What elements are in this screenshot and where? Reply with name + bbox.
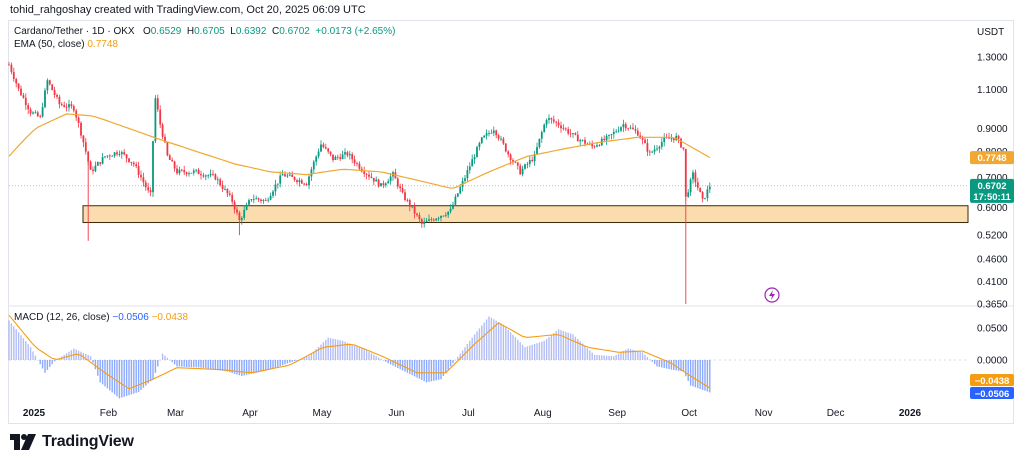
symbol-name[interactable]: Cardano/Tether · 1D · OKX: [14, 26, 135, 37]
ohlc-low-label: L: [230, 26, 236, 37]
macd-value: −0.0506: [112, 312, 149, 323]
ema-value: 0.7748: [87, 39, 118, 50]
tradingview-logo-icon: [10, 434, 36, 450]
ohlc-close-value: 0.6702: [279, 26, 310, 37]
ohlc-high-value: 0.6705: [194, 26, 225, 37]
ohlc-open-value: 0.6529: [150, 26, 182, 37]
ohlc-low-value: 0.6392: [235, 26, 267, 37]
footer: TradingView: [10, 433, 134, 451]
ohlc-close-label: C: [272, 26, 280, 37]
ema-label: EMA (50, close): [14, 39, 85, 50]
macd-legend[interactable]: MACD (12, 26, close) −0.0506 −0.0438: [14, 312, 188, 323]
macd-label: MACD (12, 26, close): [14, 312, 110, 323]
ohlc-change: +0.0173 (+2.65%): [315, 26, 396, 37]
chart-frame: [8, 20, 1014, 424]
ohlc-high-label: H: [186, 26, 195, 37]
brand-name: TradingView: [42, 433, 134, 450]
price-unit-label[interactable]: USDT: [977, 27, 1005, 38]
ema-legend[interactable]: EMA (50, close) 0.7748: [14, 39, 118, 50]
ohlc-open-label: O: [142, 26, 151, 37]
symbol-legend: Cardano/Tether · 1D · OKX O0.6529 H0.670…: [14, 26, 395, 37]
signal-value: −0.0438: [151, 312, 189, 323]
chart-creator-line: tohid_rahgoshay created with TradingView…: [10, 4, 366, 16]
